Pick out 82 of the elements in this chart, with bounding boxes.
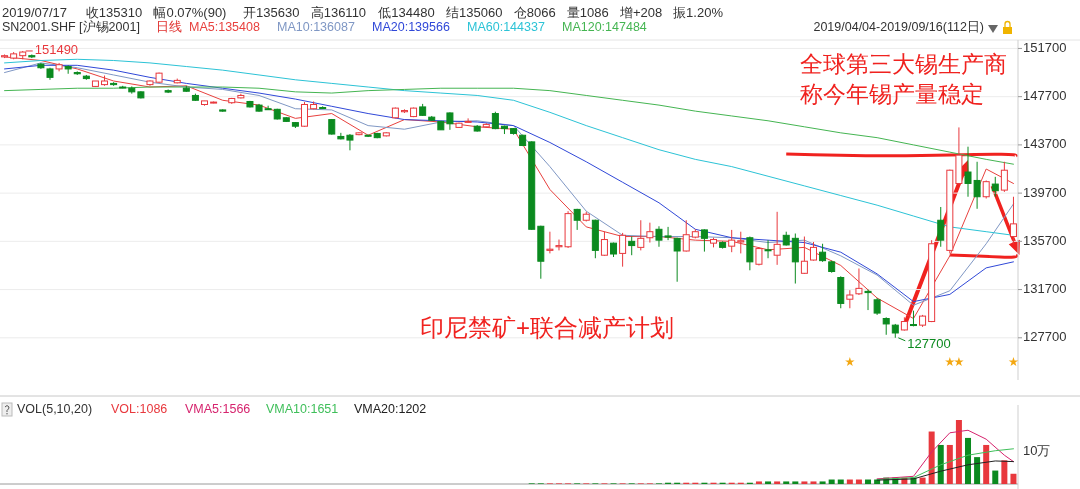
- text: VMA20:1202: [354, 402, 427, 416]
- text: MA120:147484: [562, 20, 647, 34]
- chart-subtitle: 日线: [156, 20, 182, 34]
- text: 低134480: [378, 5, 435, 20]
- bar: [955, 420, 962, 484]
- text: 开135630: [243, 5, 300, 20]
- bar: [946, 444, 953, 484]
- text: MA10:136087: [277, 20, 355, 34]
- candlestick: [773, 211, 781, 266]
- bar: [919, 477, 926, 484]
- candlestick: [864, 289, 872, 311]
- candlestick: [800, 236, 808, 275]
- text: 高136110: [310, 5, 367, 20]
- candlestick: [346, 133, 354, 151]
- text: MA5:135408: [189, 20, 260, 34]
- candlestick: [737, 231, 745, 254]
- chart-title: VOL(5,10,20): [17, 402, 93, 416]
- annotation: 全球第三大锡生产商称今年锡产量稳定: [800, 51, 1007, 107]
- chart-title: SN2001.SHF [沪锡2001]: [2, 19, 140, 34]
- text: 收135310: [85, 5, 143, 20]
- candlestick: [846, 289, 854, 309]
- candlestick: [819, 243, 827, 263]
- candlestick: [464, 117, 472, 124]
- candlestick: [646, 222, 654, 244]
- bar: [974, 457, 981, 484]
- bar: [1010, 473, 1017, 484]
- bar: [937, 444, 944, 484]
- candlestick: [673, 237, 681, 283]
- bar: [792, 481, 799, 484]
- candlestick: [546, 231, 554, 254]
- candlestick: [855, 267, 863, 296]
- bar: [801, 481, 808, 484]
- bar: [783, 481, 790, 484]
- text: 仓8066: [513, 5, 556, 20]
- bar: [755, 481, 762, 484]
- bar: [819, 481, 826, 484]
- annotation: 127700: [907, 336, 951, 352]
- candlestick: [791, 233, 799, 285]
- candlestick: [600, 231, 608, 257]
- candlestick: [700, 228, 708, 253]
- y-tick-label: 127700: [1023, 329, 1067, 345]
- y-tick-label: 151700: [1023, 39, 1067, 55]
- text: 2019/04/04-2019/09/16(112日): [813, 20, 984, 34]
- bar: [983, 444, 990, 484]
- y-tick-label: 139700: [1023, 184, 1067, 200]
- candlestick: [991, 176, 999, 198]
- text: VMA10:1651: [266, 402, 339, 416]
- text: MA60:144337: [467, 20, 545, 34]
- text: 量1086: [566, 5, 609, 20]
- y-tick-label: 131700: [1023, 281, 1067, 297]
- candlestick: [637, 219, 645, 251]
- text: 幅0.07%(90): [153, 5, 227, 20]
- candlestick: [728, 229, 736, 253]
- text: 增+208: [618, 5, 663, 20]
- y-tick-label: 135700: [1023, 232, 1067, 248]
- bar: [810, 481, 817, 484]
- text: 振1.20%: [673, 5, 724, 20]
- bar: [1001, 460, 1008, 484]
- text: 2019/07/17: [2, 5, 68, 20]
- candlestick: [628, 236, 636, 256]
- candlestick: [682, 219, 690, 253]
- candlestick: [982, 179, 990, 200]
- bar: [992, 470, 999, 484]
- candlestick: [1000, 161, 1008, 193]
- bar: [765, 481, 772, 484]
- bar: [928, 431, 935, 484]
- candlestick: [619, 232, 627, 268]
- y-tick-label: 143700: [1023, 136, 1067, 152]
- text: VMA5:1566: [185, 402, 251, 416]
- text: MA20:139566: [372, 20, 450, 34]
- candlestick: [809, 241, 817, 262]
- candlestick: [300, 101, 308, 128]
- y-tick-label: 147700: [1023, 88, 1067, 104]
- candlestick: [937, 206, 945, 248]
- text: VOL:1086: [111, 402, 168, 416]
- candlestick: [764, 239, 772, 259]
- annotation: 印尼禁矿+联合减产计划: [420, 314, 675, 341]
- annotation: 151490: [34, 42, 79, 58]
- bar: [965, 437, 972, 484]
- text: 10万: [1023, 443, 1051, 459]
- text: 结135060: [446, 5, 503, 20]
- bar: [774, 481, 781, 484]
